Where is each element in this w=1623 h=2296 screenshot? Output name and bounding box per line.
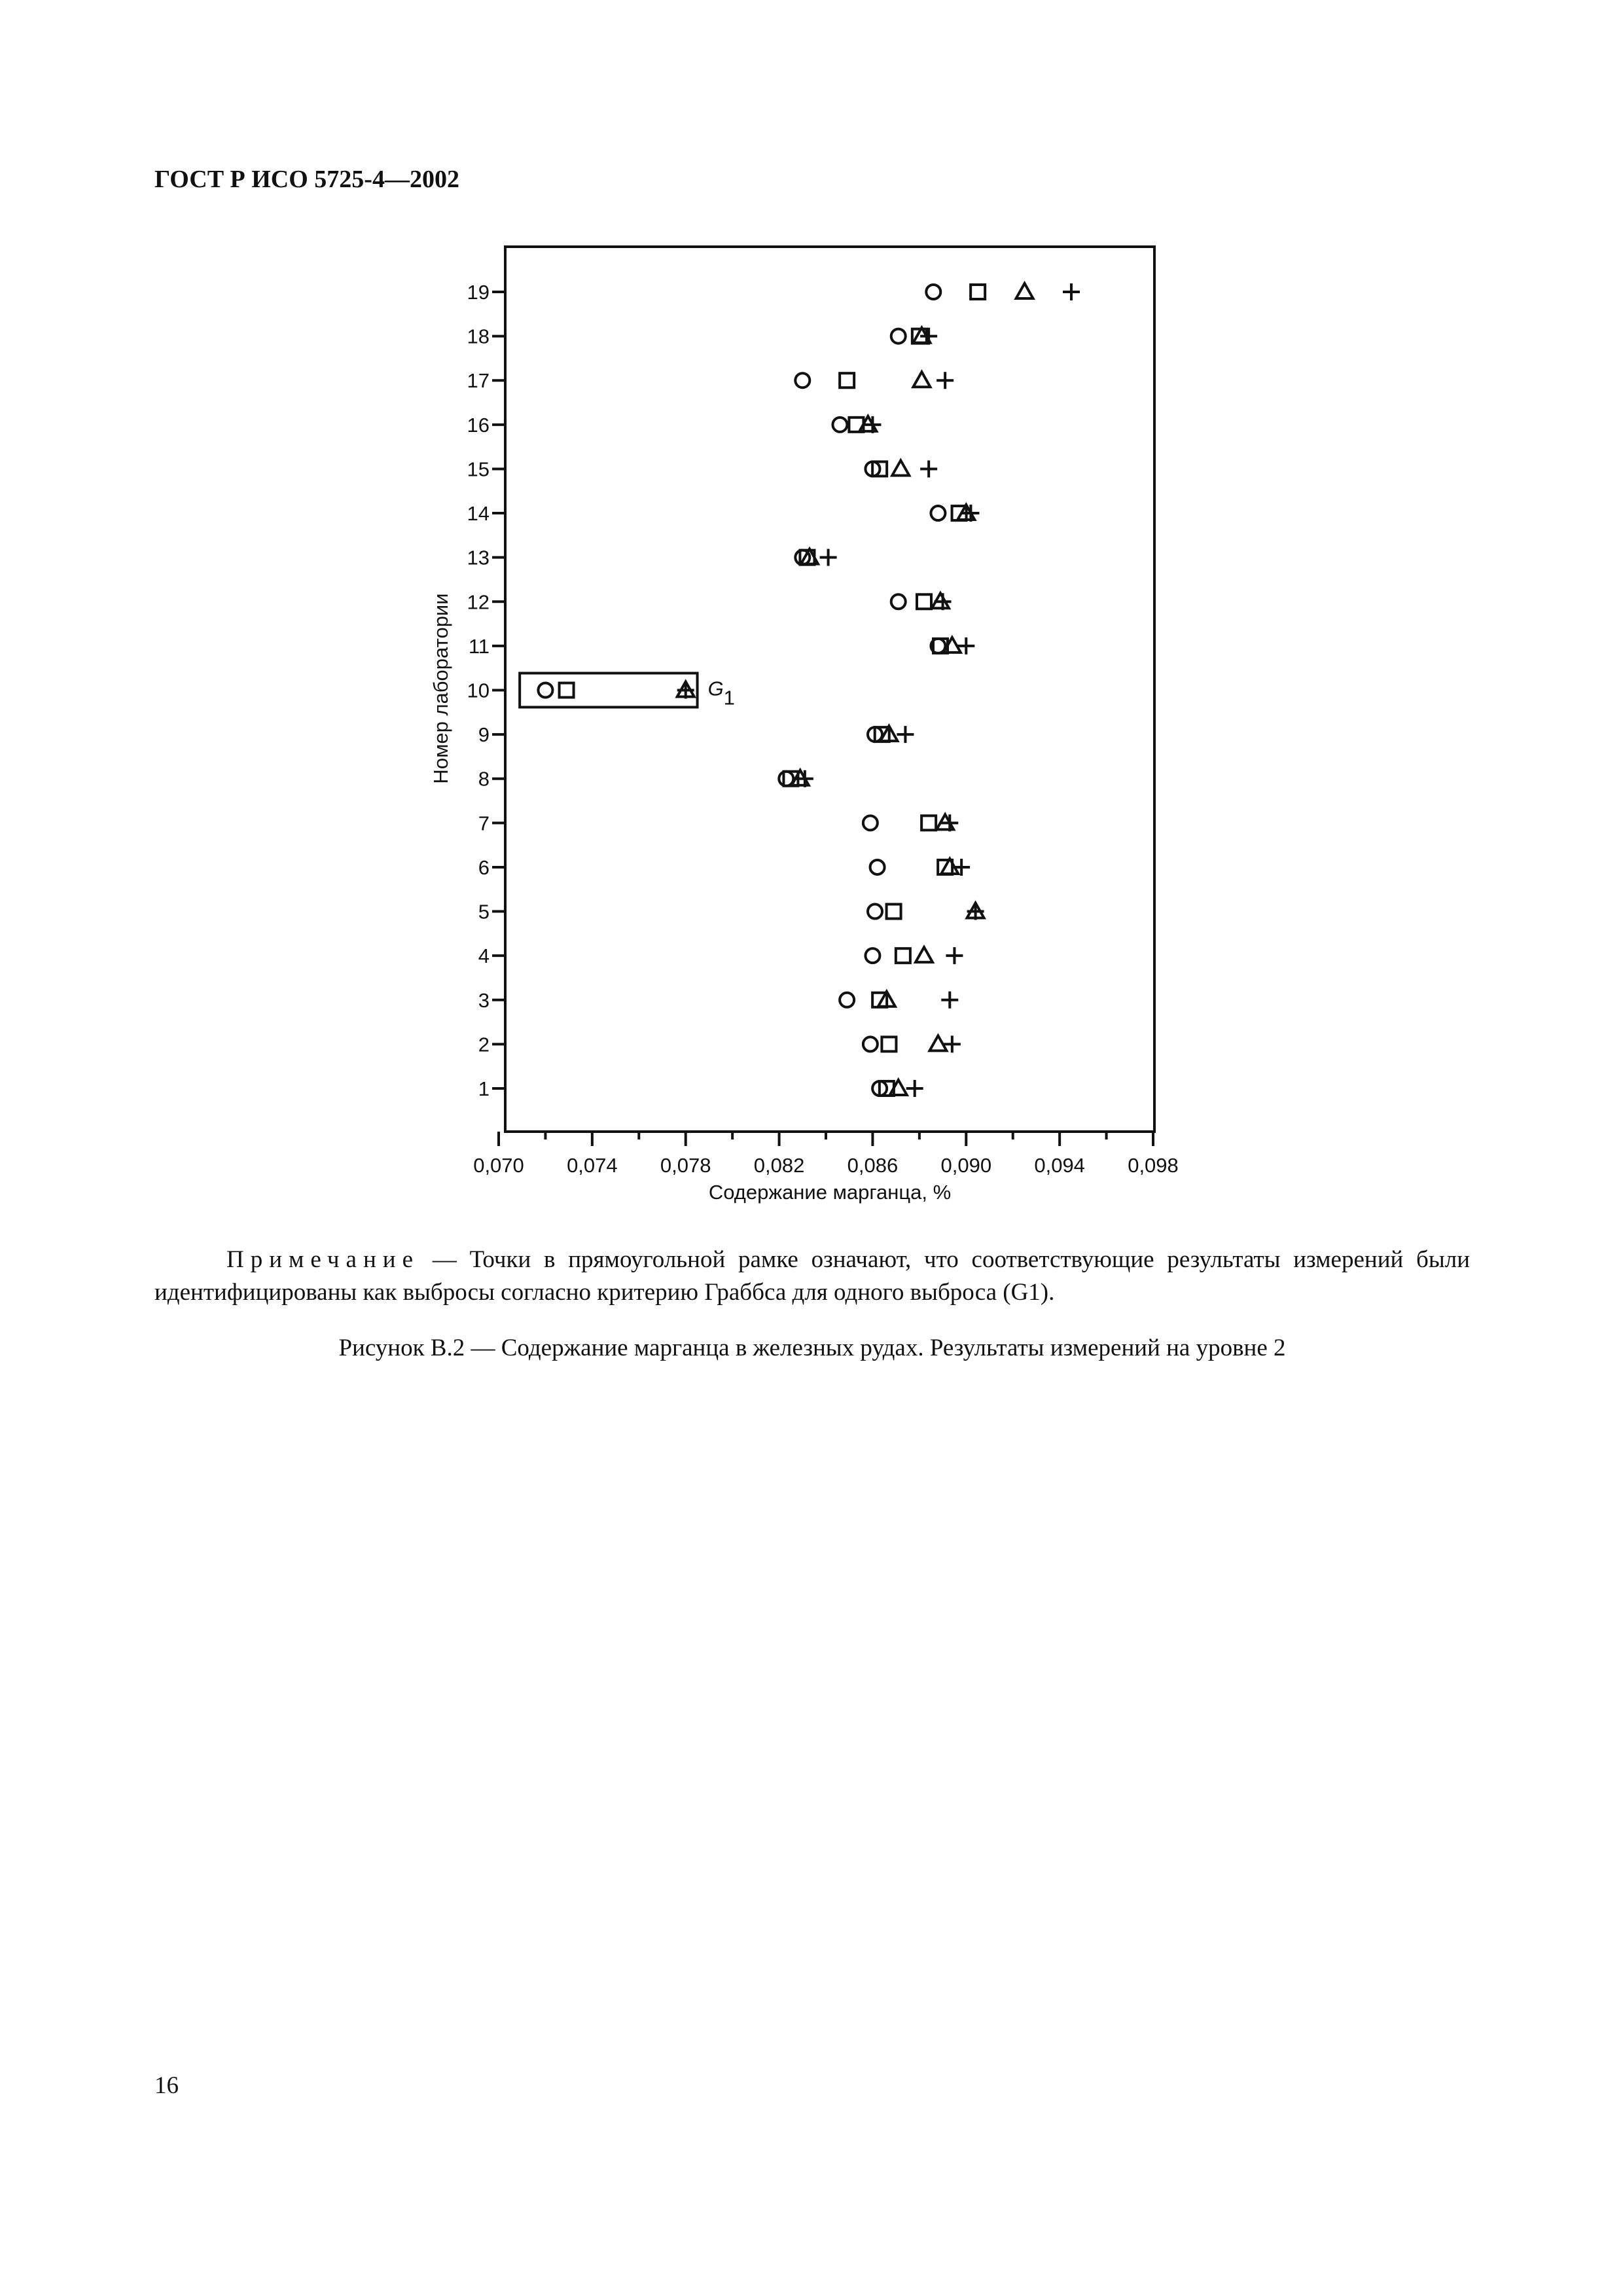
plus-marker <box>957 637 975 655</box>
triangle-marker <box>927 1033 949 1052</box>
y-tick-label: 6 <box>478 856 490 879</box>
y-tick-label: 19 <box>467 281 490 304</box>
data-points <box>537 280 1080 1097</box>
y-tick-label: 4 <box>478 944 490 967</box>
plus-marker <box>864 416 882 433</box>
y-tick-label: 7 <box>478 812 490 834</box>
outlier-box <box>518 672 699 709</box>
triangle-marker <box>913 944 935 964</box>
x-tick-label: 0,098 <box>1128 1154 1179 1177</box>
x-axis: 0,070 0,074 0,078 0,082 0,086 0,090 0,094 0,098 <box>473 1132 1179 1177</box>
y-tick-label: 18 <box>467 325 490 348</box>
plus-marker <box>946 947 963 965</box>
x-tick-label: 0,086 <box>847 1154 899 1177</box>
triangle-marker <box>876 988 898 1008</box>
y-tick-label: 8 <box>478 768 490 791</box>
outlier-box-label: G <box>708 677 724 700</box>
circle-marker <box>831 416 849 433</box>
y-tick-label: 16 <box>467 414 490 437</box>
triangle-marker <box>798 546 821 565</box>
x-tick-label: 0,074 <box>567 1154 618 1177</box>
x-tick-label: 0,078 <box>660 1154 711 1177</box>
triangle-marker <box>941 634 963 654</box>
y-tick-label: 3 <box>478 989 490 1012</box>
square-marker <box>916 593 933 611</box>
circle-marker <box>929 505 947 522</box>
y-tick-label: 1 <box>478 1077 490 1100</box>
x-tick-label: 0,082 <box>754 1154 805 1177</box>
square-marker <box>920 814 938 832</box>
circle-marker <box>838 991 856 1009</box>
plus-marker <box>941 991 959 1009</box>
x-tick-label: 0,094 <box>1034 1154 1085 1177</box>
square-marker <box>838 372 856 389</box>
square-marker <box>558 681 575 699</box>
plus-marker <box>1063 283 1080 300</box>
y-tick-label: 15 <box>467 457 490 480</box>
circle-marker <box>861 1035 879 1053</box>
y-tick-label: 5 <box>478 901 490 924</box>
outlier-box-label-subscript: 1 <box>724 687 735 709</box>
triangle-marker <box>889 457 912 477</box>
triangle-marker <box>887 1077 910 1096</box>
y-tick-label: 12 <box>467 590 490 613</box>
plus-marker <box>941 814 959 832</box>
note-label: Примечание <box>226 1246 419 1273</box>
document-header: ГОСТ Р ИСО 5725-4—2002 <box>154 166 459 193</box>
y-tick-label: 2 <box>478 1033 490 1056</box>
y-axis-label: Номер лаборатории <box>429 593 452 783</box>
x-tick-label: 0,090 <box>940 1154 991 1177</box>
plus-marker <box>934 593 952 611</box>
plus-marker <box>920 327 938 345</box>
circle-marker <box>537 681 554 699</box>
square-marker <box>871 460 889 478</box>
y-tick-label: 10 <box>467 679 490 702</box>
plus-marker <box>920 460 938 478</box>
circle-marker <box>925 283 942 300</box>
y-tick-label: 9 <box>478 723 490 746</box>
plus-marker <box>936 372 954 389</box>
y-tick-label: 11 <box>469 635 490 658</box>
plus-marker <box>677 681 694 699</box>
x-tick-label: 0,070 <box>473 1154 524 1177</box>
square-marker <box>880 1035 898 1053</box>
plus-marker <box>906 1080 923 1097</box>
page-number: 16 <box>154 2072 179 2099</box>
square-marker <box>894 947 912 965</box>
circle-marker <box>794 372 812 389</box>
x-axis-label: Содержание марганца, % <box>709 1181 951 1204</box>
square-marker <box>969 283 987 300</box>
triangle-marker <box>1014 280 1035 300</box>
plus-marker <box>796 770 813 787</box>
plus-marker <box>953 858 971 876</box>
plus-marker <box>967 903 984 920</box>
circle-marker <box>889 327 907 345</box>
note-text: — Точки в прямоугольной рамке означают, … <box>154 1246 1470 1306</box>
triangle-marker <box>911 369 933 389</box>
circle-marker <box>861 814 879 832</box>
plus-marker <box>819 548 837 566</box>
plus-marker <box>962 505 980 522</box>
circle-marker <box>868 858 886 876</box>
plus-marker <box>897 726 914 744</box>
plus-marker <box>943 1035 961 1053</box>
y-tick-label: 14 <box>467 502 490 525</box>
circle-marker <box>889 593 907 611</box>
y-tick-label: 13 <box>467 547 490 569</box>
circle-marker <box>864 947 882 965</box>
circle-marker <box>866 903 883 920</box>
square-marker <box>885 903 902 920</box>
y-tick-label: 17 <box>467 369 490 392</box>
plot-frame <box>504 245 1156 1133</box>
figure-note: Примечание — Точки в прямоугольной рамке… <box>154 1244 1470 1309</box>
triangle-marker <box>878 723 900 743</box>
figure-caption: Рисунок В.2 — Содержание марганца в желе… <box>338 1335 1286 1361</box>
